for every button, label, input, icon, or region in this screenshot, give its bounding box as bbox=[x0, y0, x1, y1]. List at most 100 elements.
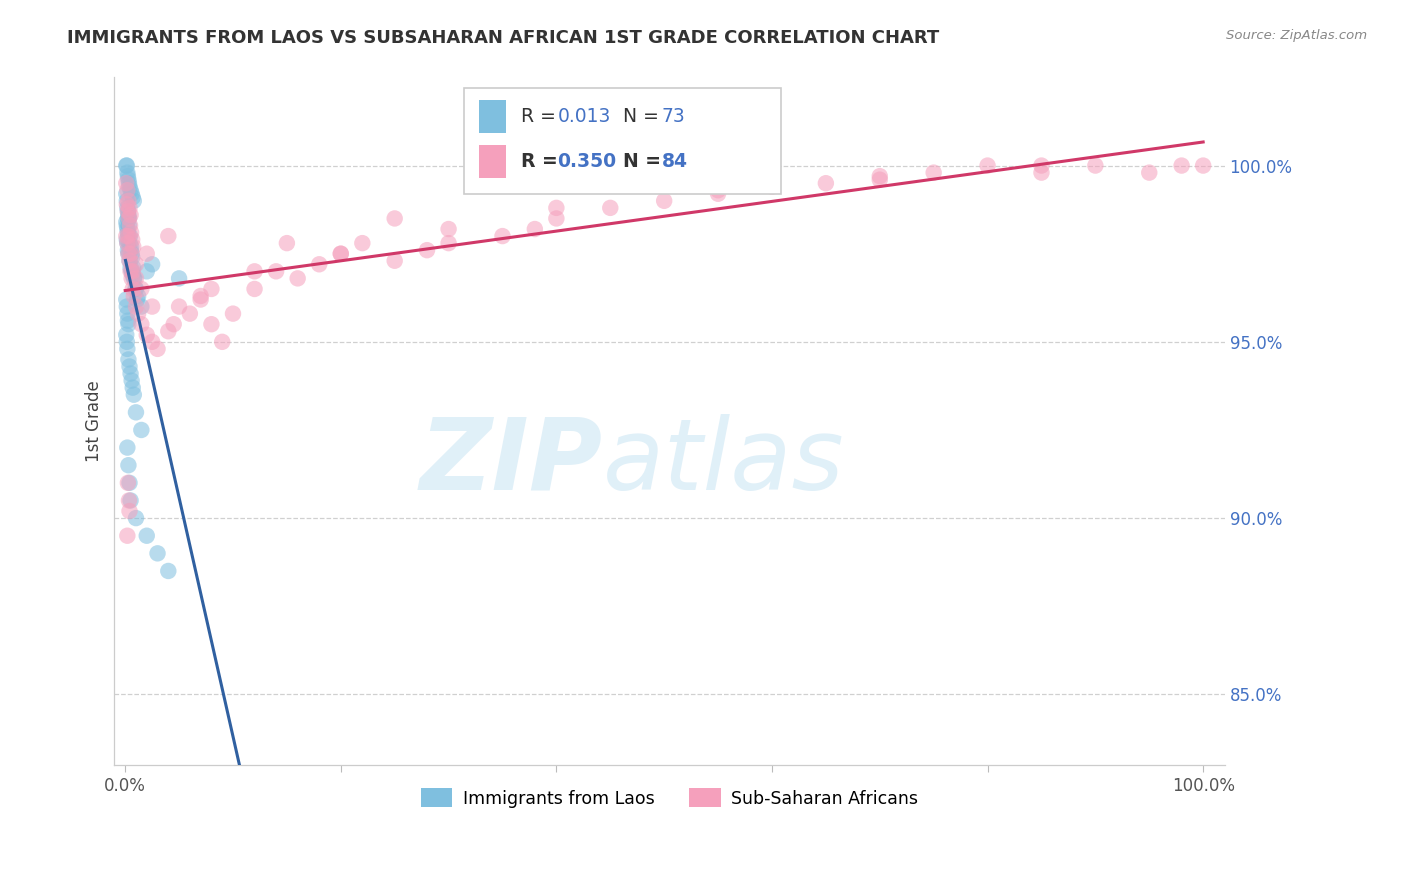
Point bbox=[125, 293, 148, 307]
Point bbox=[1170, 159, 1192, 173]
Point bbox=[120, 240, 142, 254]
Point bbox=[120, 183, 142, 197]
Point bbox=[118, 211, 141, 226]
Text: 84: 84 bbox=[662, 153, 688, 171]
Point bbox=[922, 166, 945, 180]
Point bbox=[115, 300, 138, 314]
Point bbox=[117, 236, 139, 251]
Y-axis label: 1st Grade: 1st Grade bbox=[86, 380, 103, 462]
Point bbox=[118, 253, 141, 268]
Point bbox=[211, 334, 233, 349]
Point bbox=[125, 282, 148, 296]
Point bbox=[1084, 159, 1107, 173]
Point bbox=[115, 197, 138, 211]
FancyBboxPatch shape bbox=[478, 100, 506, 133]
Point bbox=[117, 229, 139, 244]
Point bbox=[179, 307, 201, 321]
Point bbox=[546, 211, 568, 226]
Point bbox=[121, 374, 143, 388]
Point bbox=[167, 271, 190, 285]
Point bbox=[115, 327, 138, 342]
Point bbox=[121, 233, 143, 247]
Point bbox=[117, 458, 139, 473]
Point bbox=[190, 293, 212, 307]
Point bbox=[243, 264, 266, 278]
Text: R =: R = bbox=[520, 153, 564, 171]
Point bbox=[329, 246, 352, 260]
Point bbox=[124, 282, 146, 296]
Point bbox=[814, 176, 837, 190]
Point bbox=[707, 183, 730, 197]
Text: 0.350: 0.350 bbox=[557, 153, 617, 171]
FancyBboxPatch shape bbox=[464, 87, 780, 194]
Point bbox=[127, 289, 149, 303]
Point bbox=[131, 423, 153, 437]
Point bbox=[167, 300, 190, 314]
Point bbox=[120, 226, 142, 240]
Point bbox=[437, 222, 460, 236]
Point bbox=[1192, 159, 1215, 173]
Point bbox=[115, 293, 138, 307]
Point bbox=[120, 260, 142, 275]
Text: IMMIGRANTS FROM LAOS VS SUBSAHARAN AFRICAN 1ST GRADE CORRELATION CHART: IMMIGRANTS FROM LAOS VS SUBSAHARAN AFRIC… bbox=[67, 29, 939, 47]
Point bbox=[122, 260, 145, 275]
Point bbox=[117, 211, 139, 226]
Point bbox=[117, 183, 139, 197]
Point bbox=[121, 190, 143, 204]
Point bbox=[131, 317, 153, 331]
Point bbox=[1137, 166, 1160, 180]
FancyBboxPatch shape bbox=[478, 145, 506, 178]
Point bbox=[118, 219, 141, 233]
Text: N =: N = bbox=[623, 153, 668, 171]
Point bbox=[125, 300, 148, 314]
Point bbox=[243, 282, 266, 296]
Point bbox=[652, 194, 675, 208]
Point bbox=[125, 405, 148, 419]
Point bbox=[122, 289, 145, 303]
Point bbox=[118, 179, 141, 194]
Point bbox=[115, 194, 138, 208]
Point bbox=[761, 179, 783, 194]
Point bbox=[117, 194, 139, 208]
Point bbox=[352, 236, 374, 251]
Point bbox=[135, 264, 157, 278]
Point bbox=[121, 282, 143, 296]
Text: 0.013: 0.013 bbox=[557, 107, 610, 126]
Point bbox=[117, 208, 139, 222]
Point bbox=[115, 176, 138, 190]
Point bbox=[115, 186, 138, 201]
Point bbox=[707, 186, 730, 201]
Point bbox=[127, 307, 149, 321]
Point bbox=[135, 327, 157, 342]
Point bbox=[117, 222, 139, 236]
Point bbox=[118, 475, 141, 490]
Point bbox=[115, 215, 138, 229]
Point bbox=[1031, 166, 1053, 180]
Point bbox=[117, 317, 139, 331]
Point bbox=[190, 289, 212, 303]
Point bbox=[1031, 159, 1053, 173]
Point bbox=[115, 159, 138, 173]
Point bbox=[976, 159, 998, 173]
Point bbox=[118, 229, 141, 244]
Point bbox=[264, 264, 287, 278]
Point bbox=[124, 271, 146, 285]
Point bbox=[118, 201, 141, 215]
Point bbox=[122, 271, 145, 285]
Point bbox=[146, 546, 169, 560]
Point bbox=[118, 253, 141, 268]
Text: N =: N = bbox=[623, 107, 665, 126]
Point bbox=[287, 271, 309, 285]
Text: R =: R = bbox=[520, 107, 561, 126]
Point bbox=[131, 300, 153, 314]
Point bbox=[117, 314, 139, 328]
Point bbox=[276, 236, 298, 251]
Point bbox=[117, 229, 139, 244]
Point bbox=[117, 243, 139, 257]
Point bbox=[523, 222, 546, 236]
Point bbox=[157, 324, 180, 338]
Point bbox=[118, 493, 141, 508]
Point bbox=[121, 268, 143, 282]
Point bbox=[121, 186, 143, 201]
Point bbox=[117, 169, 139, 183]
